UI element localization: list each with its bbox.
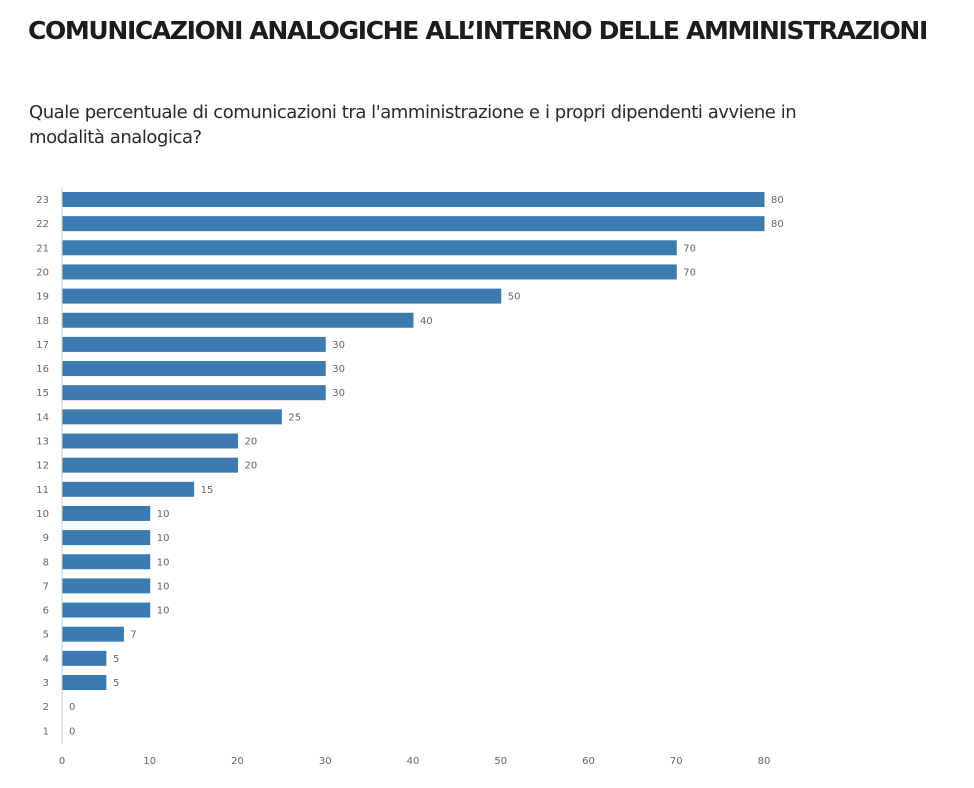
bars-group xyxy=(62,192,765,690)
bar-21 xyxy=(62,240,677,256)
data-label-14: 25 xyxy=(288,412,301,423)
y-tick-label-11: 11 xyxy=(36,485,49,496)
y-tick-label-7: 7 xyxy=(43,581,49,592)
data-label-16: 30 xyxy=(332,364,345,375)
y-tick-label-18: 18 xyxy=(36,316,49,327)
bar-13 xyxy=(62,433,238,449)
data-label-3: 5 xyxy=(113,678,119,689)
y-tick-label-6: 6 xyxy=(43,606,49,617)
y-tick-label-16: 16 xyxy=(36,364,49,375)
data-label-9: 10 xyxy=(157,533,170,544)
y-tick-label-20: 20 xyxy=(36,267,49,278)
data-label-10: 10 xyxy=(157,509,170,520)
bar-3 xyxy=(62,675,107,690)
y-tick-label-22: 22 xyxy=(36,219,49,230)
y-tick-label-8: 8 xyxy=(43,557,49,568)
data-label-17: 30 xyxy=(332,340,345,351)
data-label-5: 7 xyxy=(130,630,136,641)
bar-22 xyxy=(62,216,765,232)
data-label-1: 0 xyxy=(69,726,75,737)
x-tick-label-10: 10 xyxy=(143,756,156,767)
bar-14 xyxy=(62,409,282,425)
bar-12 xyxy=(62,457,238,473)
data-label-8: 10 xyxy=(157,557,170,568)
bar-23 xyxy=(62,192,765,207)
y-tick-label-3: 3 xyxy=(43,678,49,689)
chart-question: Quale percentuale di comunicazioni tra l… xyxy=(29,102,797,148)
x-tick-label-50: 50 xyxy=(494,756,507,767)
x-tick-label-20: 20 xyxy=(231,756,244,767)
y-tick-label-12: 12 xyxy=(36,461,49,472)
y-tick-label-17: 17 xyxy=(36,340,49,351)
bar-4 xyxy=(62,650,107,666)
data-label-13: 20 xyxy=(245,437,258,448)
data-label-18: 40 xyxy=(420,316,433,327)
bar-8 xyxy=(62,554,151,570)
bar-9 xyxy=(62,530,151,546)
bar-11 xyxy=(62,481,195,497)
bar-15 xyxy=(62,385,326,401)
data-label-11: 15 xyxy=(201,485,214,496)
y-tick-label-10: 10 xyxy=(36,509,49,520)
x-tick-label-0: 0 xyxy=(59,756,65,767)
y-tick-label-19: 19 xyxy=(36,292,49,303)
data-label-6: 10 xyxy=(157,606,170,617)
data-label-20: 70 xyxy=(683,267,696,278)
data-label-12: 20 xyxy=(245,461,258,472)
y-tick-label-13: 13 xyxy=(36,437,49,448)
data-label-4: 5 xyxy=(113,654,119,665)
data-label-22: 80 xyxy=(771,219,784,230)
x-tick-labels: 0 10 20 30 40 50 60 70 80 xyxy=(59,756,771,767)
y-tick-label-2: 2 xyxy=(43,702,49,713)
y-tick-label-23: 23 xyxy=(36,195,49,206)
x-tick-label-60: 60 xyxy=(582,756,595,767)
y-tick-label-4: 4 xyxy=(43,654,49,665)
bar-18 xyxy=(62,312,414,328)
bar-17 xyxy=(62,336,326,352)
bar-20 xyxy=(62,264,677,280)
bar-7 xyxy=(62,578,151,594)
data-label-15: 30 xyxy=(332,388,345,399)
x-tick-label-30: 30 xyxy=(319,756,332,767)
x-tick-label-40: 40 xyxy=(407,756,420,767)
bar-10 xyxy=(62,505,151,521)
x-tick-label-70: 70 xyxy=(670,756,683,767)
bar-16 xyxy=(62,361,326,377)
data-label-7: 10 xyxy=(157,581,170,592)
y-tick-label-14: 14 xyxy=(36,412,49,423)
y-tick-label-1: 1 xyxy=(43,726,49,737)
data-label-23: 80 xyxy=(771,195,784,206)
page-title: COMUNICAZIONI ANALOGICHE ALL’INTERNO DEL… xyxy=(28,16,928,45)
y-tick-label-5: 5 xyxy=(43,630,49,641)
bar-5 xyxy=(62,626,124,642)
data-labels: 8080707050403030302520201510101010107550… xyxy=(69,195,784,737)
bar-19 xyxy=(62,288,502,304)
data-label-19: 50 xyxy=(508,292,521,303)
y-tick-label-15: 15 xyxy=(36,388,49,399)
x-tick-label-80: 80 xyxy=(758,756,771,767)
y-tick-label-9: 9 xyxy=(43,533,49,544)
data-label-2: 0 xyxy=(69,702,75,713)
data-label-21: 70 xyxy=(683,243,696,254)
y-tick-label-21: 21 xyxy=(36,243,49,254)
bar-6 xyxy=(62,602,151,618)
